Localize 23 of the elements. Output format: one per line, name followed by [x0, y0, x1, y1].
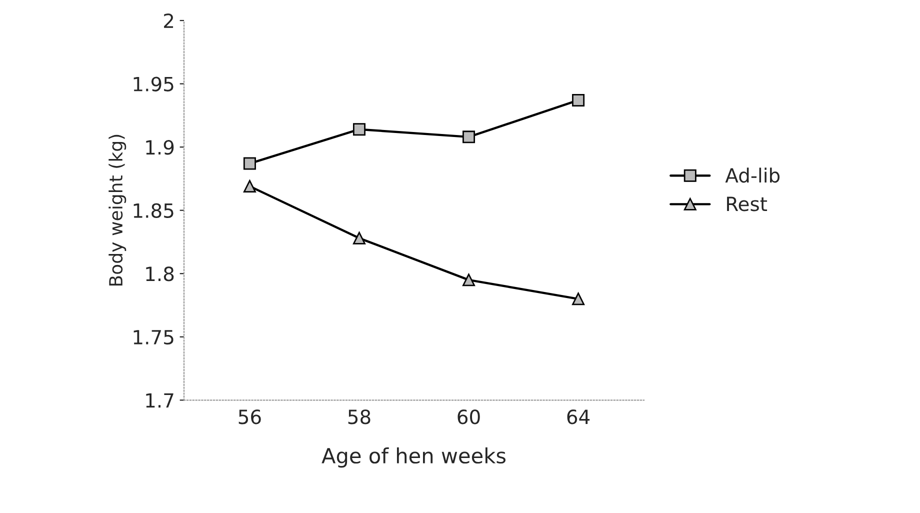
x-tick-label: 56 [238, 410, 261, 424]
x-tick-label: 60 [458, 410, 480, 424]
legend-label: Rest [727, 196, 768, 212]
y-tick-label: 2 [164, 13, 174, 28]
point [572, 292, 585, 306]
y-tick-label: 1.9 [146, 140, 174, 155]
point [243, 180, 256, 193]
point [352, 232, 366, 244]
point [352, 123, 366, 136]
y-tick-label: 1.7 [146, 393, 174, 408]
legend-label: Ad-lib [725, 168, 780, 183]
y-tick-label: 1.8 [146, 266, 174, 282]
point [243, 157, 256, 170]
point [462, 130, 476, 144]
x-tick-label: 64 [567, 410, 590, 424]
y-tick-label: 1.95 [134, 76, 174, 92]
y-tick-label: 1.75 [134, 330, 174, 345]
point [462, 274, 476, 286]
point [572, 94, 585, 106]
y-axis-title: Body weight (kg) [108, 134, 126, 286]
x-axis-title: Age of hen weeks [322, 447, 506, 468]
y-tick-label: 1.85 [134, 203, 174, 218]
x-tick-label: 58 [348, 410, 370, 424]
